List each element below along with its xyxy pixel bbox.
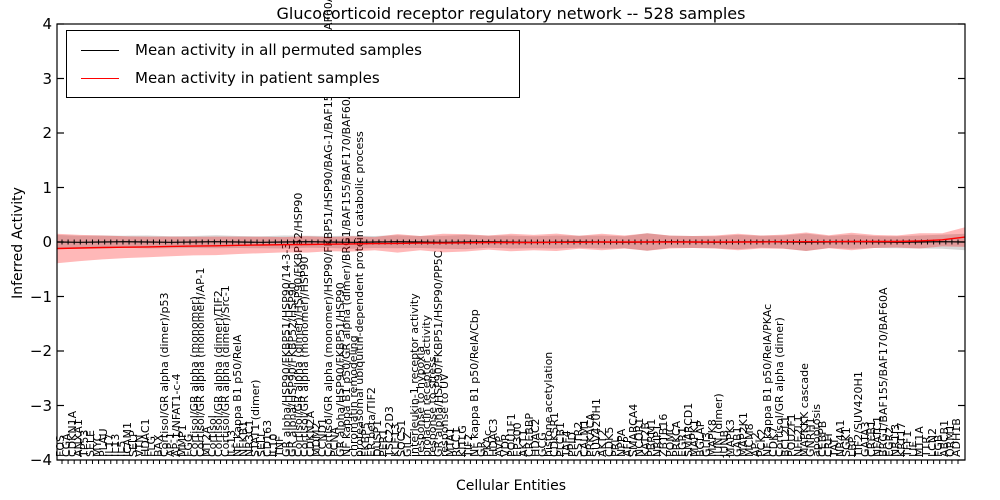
legend: Mean activity in all permuted samples Me… bbox=[66, 30, 520, 98]
y-tick-label: 3 bbox=[42, 69, 52, 88]
permuted-line-swatch bbox=[81, 49, 119, 51]
legend-label-patient: Mean activity in patient samples bbox=[135, 69, 380, 87]
y-tick-label: −3 bbox=[29, 396, 52, 415]
patient-band bbox=[57, 227, 965, 264]
legend-label-permuted: Mean activity in all permuted samples bbox=[135, 41, 422, 59]
patient-line-swatch bbox=[81, 77, 119, 79]
y-tick-label: −4 bbox=[29, 451, 52, 469]
y-tick-label: 4 bbox=[42, 15, 52, 33]
y-tick-label: 0 bbox=[42, 233, 52, 251]
x-axis-label: Cellular Entities bbox=[455, 478, 567, 494]
y-tick-label: 1 bbox=[42, 178, 52, 197]
y-tick-label: −2 bbox=[29, 342, 52, 360]
legend-entry-permuted: Mean activity in all permuted samples bbox=[67, 36, 422, 64]
y-tick-label: 2 bbox=[42, 124, 52, 142]
y-tick-label: −1 bbox=[29, 287, 52, 306]
patient-mean-line bbox=[56, 236, 966, 250]
chart-title: Glucocorticoid receptor regulatory netwo… bbox=[276, 4, 746, 23]
legend-entry-patient: Mean activity in patient samples bbox=[67, 64, 380, 92]
